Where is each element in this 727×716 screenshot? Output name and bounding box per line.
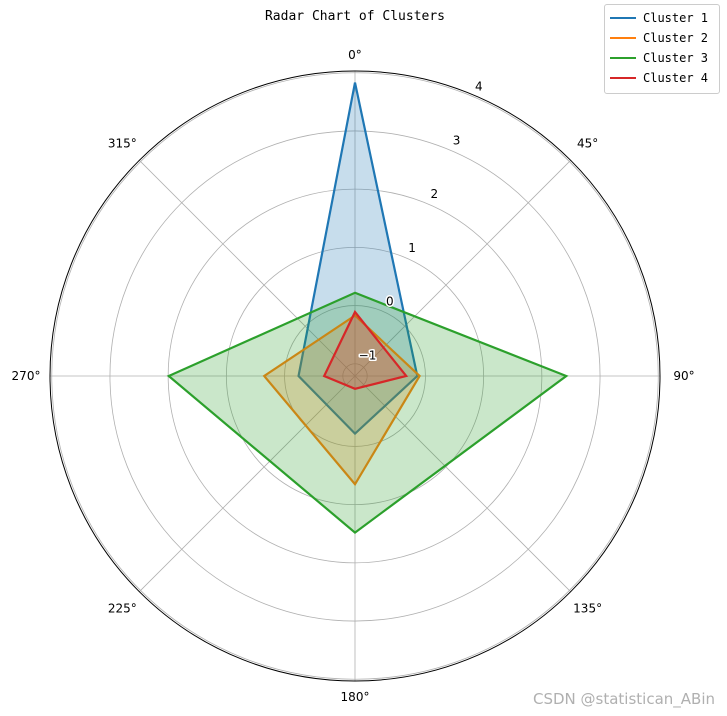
radial-tick-label: 1 xyxy=(408,241,416,255)
polar-frame xyxy=(49,70,661,682)
legend-swatch xyxy=(610,77,636,79)
series-line-cluster-2 xyxy=(262,314,422,487)
series-line-cluster-4 xyxy=(322,309,409,390)
angle-tick-label: 90° xyxy=(673,369,694,383)
angle-tick-label: 45° xyxy=(577,136,598,150)
legend-label: Cluster 4 xyxy=(643,71,709,85)
legend-swatch xyxy=(610,37,636,39)
legend-item-cluster-4: Cluster 4 xyxy=(610,68,714,88)
legend-item-cluster-2: Cluster 2 xyxy=(610,28,714,48)
angular-gridline xyxy=(139,375,356,592)
legend-swatch xyxy=(610,17,636,19)
angle-tick-label: 135° xyxy=(573,602,602,616)
legend-label: Cluster 1 xyxy=(643,11,709,25)
angle-tick-label: 270° xyxy=(12,369,41,383)
radial-tick-label: 3 xyxy=(453,133,461,147)
watermark: CSDN @statistican_ABin xyxy=(532,690,715,708)
series-line-cluster-3 xyxy=(166,291,569,534)
legend-item-cluster-3: Cluster 3 xyxy=(610,48,714,68)
radial-tick-label: 2 xyxy=(431,187,439,201)
angular-gridline xyxy=(354,160,571,377)
chart-title: Radar Chart of Clusters xyxy=(265,9,445,24)
radial-tick-label: 4 xyxy=(475,80,483,94)
angle-tick-label: 180° xyxy=(341,690,370,704)
legend-label: Cluster 2 xyxy=(643,31,709,45)
series-line-cluster-1 xyxy=(297,82,419,436)
series-fill-cluster-2 xyxy=(264,315,420,485)
angle-tick-label: 315° xyxy=(108,136,137,150)
series-fill-cluster-4 xyxy=(324,311,407,389)
legend: Cluster 1 Cluster 2 Cluster 3 Cluster 4 xyxy=(604,4,720,94)
angle-tick-label: 225° xyxy=(108,602,137,616)
series-fill-cluster-3 xyxy=(168,292,567,533)
angle-tick-label: 0° xyxy=(348,48,362,62)
legend-label: Cluster 3 xyxy=(643,51,709,65)
radial-tick-label: 0 xyxy=(386,295,394,309)
radial-tick-label: −1 xyxy=(359,348,377,362)
legend-swatch xyxy=(610,57,636,59)
angular-gridline xyxy=(354,375,571,592)
legend-item-cluster-1: Cluster 1 xyxy=(610,8,714,28)
